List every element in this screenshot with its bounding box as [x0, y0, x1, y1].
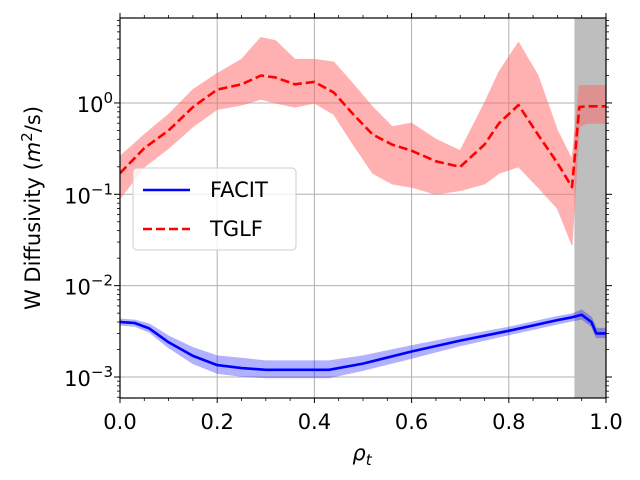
- facit-uncertainty-band: [120, 309, 606, 379]
- y-tick-label: 100: [77, 89, 113, 117]
- x-tick-label: 0.4: [298, 410, 331, 434]
- y-tick-label: 10−1: [64, 180, 113, 208]
- facit-line: [120, 313, 606, 372]
- x-tick-label: 0.2: [200, 410, 233, 434]
- x-tick-label: 0.6: [395, 410, 428, 434]
- x-tick-labels: 0.0 0.2 0.4 0.6 0.8 1.0: [103, 410, 622, 434]
- x-tick-label: 0.0: [103, 410, 136, 434]
- legend: FACIT TGLF: [132, 167, 297, 251]
- y-tick-label: 10−3: [64, 363, 113, 391]
- x-tick-label: 0.8: [492, 410, 525, 434]
- plot-frame: [119, 17, 607, 399]
- y-tick-labels: 10−3 10−2 10−1 100: [64, 89, 113, 391]
- legend-label-tglf: TGLF: [209, 217, 263, 241]
- tglf-uncertainty-band: [120, 36, 606, 245]
- x-axis-label: ρt: [352, 441, 372, 469]
- y-tick-label: 10−2: [64, 272, 113, 300]
- y-axis-label: W Diffusivity (m2/s): [18, 106, 45, 310]
- x-tick-label: 1.0: [589, 410, 622, 434]
- shaded-region: [574, 18, 606, 398]
- legend-label-facit: FACIT: [210, 178, 268, 202]
- tglf-line: [120, 74, 606, 189]
